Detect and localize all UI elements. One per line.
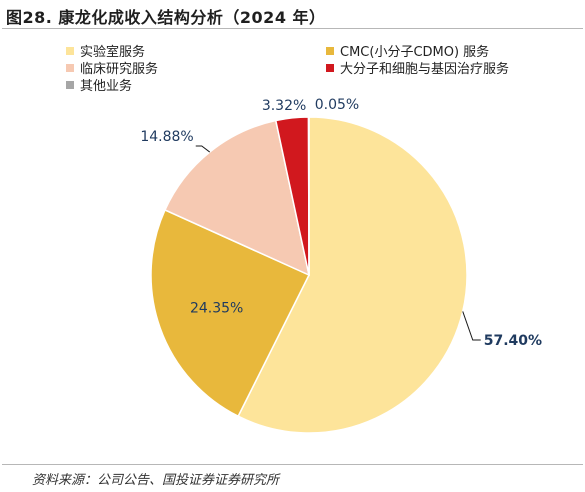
- legend-label-cmc-services: CMC(小分子CDMO) 服务: [340, 45, 490, 60]
- source-divider: [2, 464, 583, 465]
- leader-line-clinical-services: [195, 145, 211, 153]
- legend-swatch-lab-services: [66, 46, 74, 55]
- data-label-other-business: 0.05%: [315, 97, 359, 113]
- data-label-large-molecule-cgt: 3.32%: [262, 98, 306, 114]
- legend-item-large-molecule-cgt: 大分子和细胞与基因治疗服务: [326, 58, 509, 77]
- legend-item-other-business: 其他业务: [66, 75, 132, 94]
- legend-item-lab-services: 实验室服务: [66, 41, 145, 60]
- pie-slices: [150, 116, 468, 434]
- legend-swatch-clinical-services: [66, 63, 74, 72]
- pie-slice-lab-services: [237, 116, 468, 434]
- leader-line-lab-services: [462, 311, 481, 341]
- legend-label-large-molecule-cgt: 大分子和细胞与基因治疗服务: [340, 62, 510, 77]
- legend-item-cmc-services: CMC(小分子CDMO) 服务: [326, 41, 489, 60]
- data-label-clinical-services: 14.88%: [140, 129, 193, 145]
- pie-slice-clinical-services: [164, 119, 311, 277]
- pie-data-labels: 57.40% 24.35% 14.88% 3.32% 0.05%: [140, 97, 542, 349]
- legend-swatch-cmc-services: [326, 46, 334, 55]
- legend-label-other-business: 其他业务: [80, 79, 133, 94]
- legend: 实验室服务 CMC(小分子CDMO) 服务 临床研究服务 大分子和细胞与基因治疗…: [0, 0, 585, 95]
- data-label-cmc-services: 24.35%: [190, 301, 243, 317]
- legend-item-clinical-services: 临床研究服务: [66, 58, 158, 77]
- pie-slice-cmc-services: [150, 208, 311, 418]
- legend-label-lab-services: 实验室服务: [80, 45, 146, 60]
- source-note: 资料来源：公司公告、国投证券证券研究所: [32, 473, 280, 488]
- chart-title: 图28. 康龙化成收入结构分析（2024 年）: [6, 8, 326, 27]
- data-label-lab-services: 57.40%: [484, 333, 542, 349]
- title-divider: [2, 28, 583, 29]
- legend-swatch-large-molecule-cgt: [326, 63, 334, 72]
- legend-label-clinical-services: 临床研究服务: [80, 62, 159, 77]
- pie-leader-lines: [195, 145, 481, 341]
- legend-swatch-other-business: [66, 80, 74, 89]
